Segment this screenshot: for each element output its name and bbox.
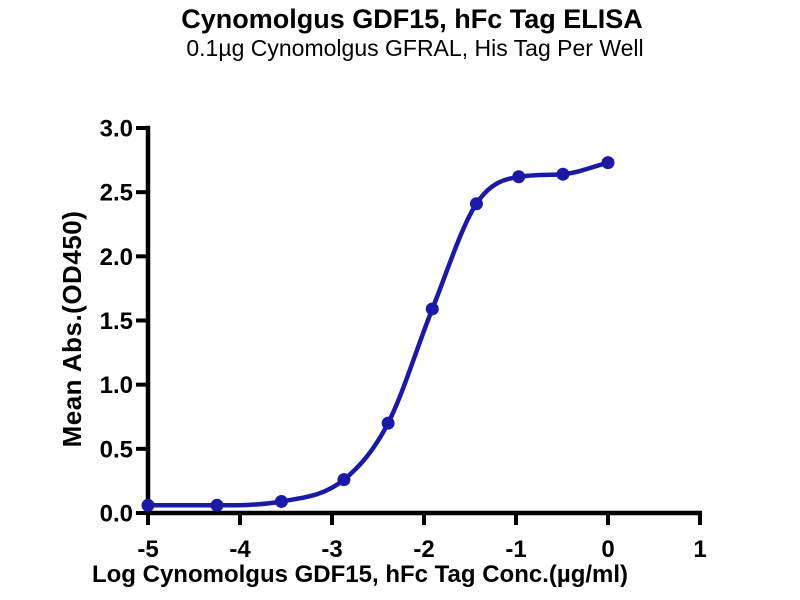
chart-title: Cynomolgus GDF15, hFc Tag ELISA [181,4,643,34]
y-tick-label: 1.5 [100,308,133,335]
x-tick-label: 1 [693,536,706,563]
data-point [337,473,351,487]
data-point [274,494,288,508]
data-point [381,416,395,430]
data-point [210,498,224,512]
x-tick-label: -3 [321,536,342,563]
y-tick-label: 3.0 [100,116,133,143]
y-tick-label: 0.0 [100,501,133,528]
y-tick-label: 2.0 [100,244,133,271]
chart-subtitle: 0.1µg Cynomolgus GFRAL, His Tag Per Well [186,35,644,61]
x-tick-label: -1 [505,536,526,563]
x-tick-label: 0 [601,536,614,563]
data-point [469,197,483,211]
x-axis-label: Log Cynomolgus GDF15, hFc Tag Conc.(µg/m… [91,561,629,588]
x-tick-label: -5 [137,536,158,563]
x-tick-label: -4 [229,536,251,563]
x-tick-label: -2 [413,536,434,563]
fit-curve [145,160,611,508]
data-point [512,170,526,184]
y-tick-label: 0.5 [100,436,133,463]
y-tick-label: 2.5 [100,180,133,207]
data-point [141,498,155,512]
data-point [556,167,570,181]
data-point [425,302,439,316]
y-tick-label: 1.0 [100,372,133,399]
data-point [601,156,615,170]
